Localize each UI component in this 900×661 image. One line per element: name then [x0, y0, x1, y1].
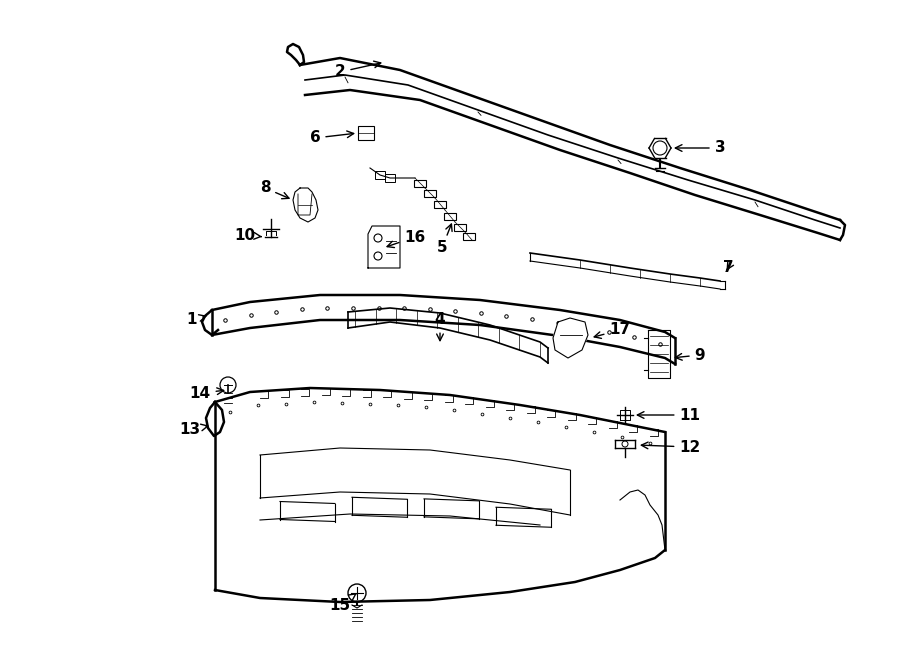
Text: 6: 6 [310, 130, 354, 145]
Bar [358, 126, 374, 140]
Polygon shape [553, 318, 588, 358]
Text: 4: 4 [435, 313, 446, 340]
Text: 15: 15 [329, 594, 356, 613]
FancyBboxPatch shape [424, 190, 436, 197]
Bar [375, 171, 385, 179]
Text: 12: 12 [642, 440, 700, 455]
Bar [385, 174, 395, 182]
Text: 5: 5 [436, 224, 452, 256]
Text: 7: 7 [723, 260, 734, 276]
Text: 14: 14 [189, 385, 224, 401]
Text: 8: 8 [260, 180, 289, 199]
Text: 11: 11 [637, 407, 700, 422]
Text: 10: 10 [234, 227, 261, 243]
FancyBboxPatch shape [463, 233, 474, 240]
FancyBboxPatch shape [444, 213, 456, 220]
FancyBboxPatch shape [434, 201, 446, 208]
FancyBboxPatch shape [454, 224, 466, 231]
Text: 3: 3 [675, 141, 725, 155]
Text: 16: 16 [387, 229, 426, 248]
Text: 2: 2 [335, 61, 381, 79]
Text: 9: 9 [675, 348, 706, 362]
FancyBboxPatch shape [414, 180, 426, 187]
Text: 13: 13 [179, 422, 208, 438]
Text: 17: 17 [594, 323, 631, 338]
Text: 1: 1 [187, 313, 206, 327]
